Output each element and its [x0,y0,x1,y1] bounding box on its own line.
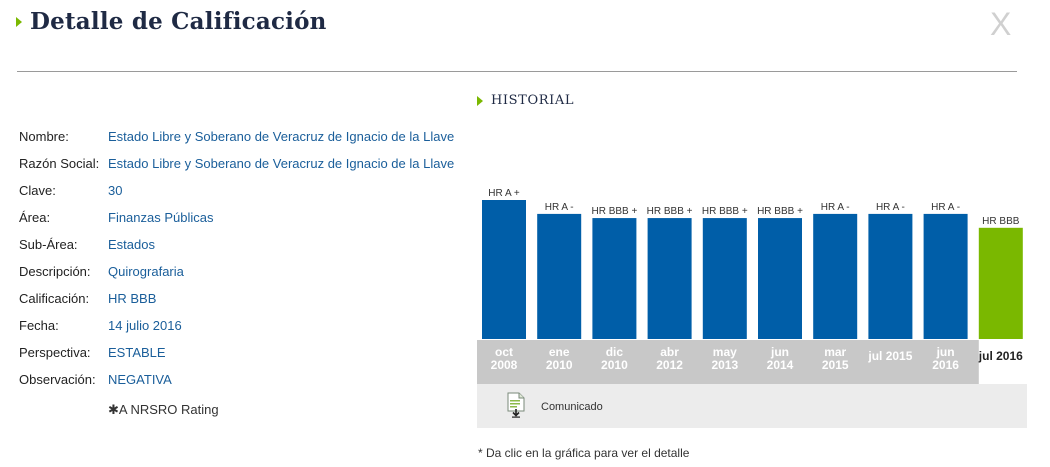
footnote: * Da clic en la gráfica para ver el deta… [478,446,690,460]
divider [17,71,1017,72]
bar-rating-label: HR BBB + [702,206,748,217]
detail-label: Clave: [19,183,56,198]
x-tick-label: 2013 [711,358,738,372]
x-tick-label: may [713,345,737,359]
detail-label: Sub-Área: [19,237,78,252]
bar[interactable] [647,218,692,339]
detail-value: Finanzas Públicas [108,210,214,225]
detail-value: 30 [108,183,123,198]
bar[interactable] [702,218,747,339]
page-title-area: Detalle de Calificación [16,8,327,35]
x-axis-band [477,340,979,384]
bar-rating-label: HR A - [876,202,905,213]
bar-rating-label: HR BBB + [757,206,803,217]
x-tick-label: 2008 [491,358,518,372]
detail-value: NEGATIVA [108,372,172,387]
historial-arrow-icon [477,95,483,106]
detail-value: Estado Libre y Soberano de Veracruz de I… [108,156,455,171]
bar[interactable] [923,213,968,339]
bar-rating-label: HR A + [488,188,520,199]
x-tick-label: jul 2015 [867,349,912,363]
detail-label: Nombre: [19,129,69,144]
detail-value: Estado Libre y Soberano de Veracruz de I… [108,129,455,144]
bar[interactable] [758,218,802,339]
x-tick-label: 2010 [601,358,628,372]
bar[interactable] [482,200,526,339]
detail-value: Quirografaria [108,264,184,279]
bar-rating-label: HR BBB + [591,206,637,217]
x-tick-label: dic [606,345,624,359]
detail-label: Perspectiva: [19,345,91,360]
close-button[interactable]: X [990,6,1012,42]
bar-rating-label: HR A - [545,202,574,213]
x-tick-label: jun [770,345,789,359]
document-download-icon[interactable] [507,392,525,418]
comunicado-bar: Comunicado [477,384,1027,428]
bar-rating-label: HR A - [821,202,850,213]
detail-label: Calificación: [19,291,90,306]
x-tick-label: 2010 [546,358,573,372]
x-tick-label: 2015 [822,358,849,372]
bar[interactable] [592,218,637,339]
bar[interactable] [978,227,1023,339]
detail-value: HR BBB [108,291,157,306]
bar-rating-label: HR BBB + [647,206,693,217]
bar-rating-label: HR BBB [982,216,1020,227]
historial-title: HISTORIAL [491,93,575,108]
bar[interactable] [537,213,582,339]
detail-value: 14 julio 2016 [108,318,182,333]
nrsro-note: ✱A NRSRO Rating [108,402,219,417]
x-tick-label: 2016 [932,358,959,372]
x-tick-label: mar [824,345,846,359]
detail-value: Estados [108,237,155,252]
historial-header: HISTORIAL [477,93,574,108]
x-tick-label: 2014 [767,358,794,372]
detail-label: Observación: [19,372,96,387]
bar[interactable] [868,213,913,339]
x-tick-label: oct [495,345,513,359]
x-tick-label: abr [660,345,679,359]
bar[interactable] [813,213,858,339]
x-tick-label: ene [549,345,570,359]
bar-rating-label: HR A - [931,202,960,213]
detail-label: Área: [19,210,51,225]
detail-label: Fecha: [19,318,59,333]
detail-value: ESTABLE [108,345,166,360]
detail-label: Razón Social: [19,156,100,171]
page-title: Detalle de Calificación [30,8,327,35]
comunicado-label[interactable]: Comunicado [541,401,603,413]
x-tick-label: jun [936,345,955,359]
title-arrow-icon [16,16,22,27]
detail-label: Descripción: [19,264,91,279]
x-tick-label: 2012 [656,358,683,372]
x-tick-label: jul 2016 [978,349,1023,363]
